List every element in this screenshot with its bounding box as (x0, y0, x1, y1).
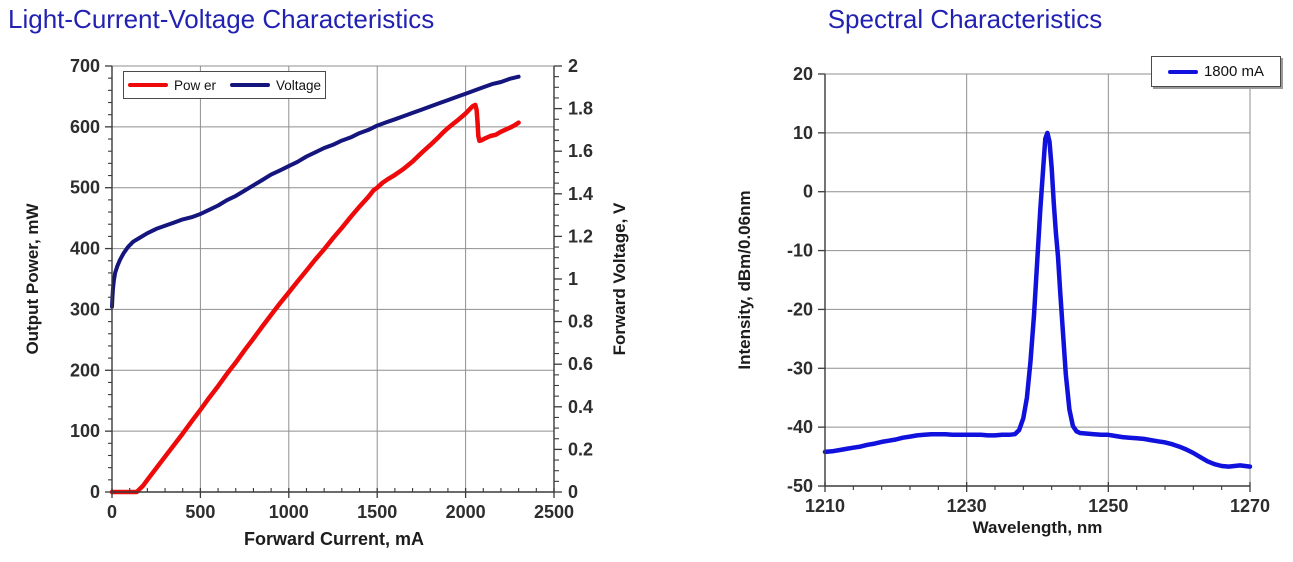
svg-text:700: 700 (70, 56, 100, 76)
spectral-legend: 1800 mA (1151, 56, 1281, 87)
spectrum-series (822, 130, 1253, 469)
svg-text:500: 500 (70, 178, 100, 198)
svg-text:-10: -10 (787, 241, 813, 261)
spectrum-axes: 1210 1230 1250 1270 -50 -40 -30 -20 -10 0 10 20 (787, 64, 1270, 516)
svg-text:300: 300 (70, 299, 100, 319)
svg-text:400: 400 (70, 239, 100, 259)
spectral-yaxis-title: Intensity, dBm/0.06nm (735, 190, 754, 370)
svg-text:0: 0 (568, 482, 578, 502)
svg-text:0: 0 (803, 182, 813, 202)
svg-text:1000: 1000 (269, 502, 309, 522)
svg-text:2: 2 (568, 56, 578, 76)
legend-label-power: Pow er (173, 77, 216, 93)
voltage-line-swatch (229, 83, 270, 87)
svg-text:1: 1 (568, 269, 578, 289)
liv-series-voltage (110, 74, 521, 309)
svg-text:20: 20 (793, 64, 813, 84)
liv-yaxis-right-title: Forward Voltage, V (610, 202, 629, 356)
legend-label-1800ma: 1800 mA (1203, 63, 1265, 80)
legend-label-voltage: Voltage (275, 77, 322, 93)
spectral-chart-title: Spectral Characteristics (827, 4, 1103, 34)
svg-text:0.2: 0.2 (568, 439, 593, 459)
liv-axes: 0 500 1000 1500 2000 250001002003004005006007… (70, 56, 593, 522)
svg-text:-30: -30 (787, 358, 813, 378)
spectrum-plot: 1210 1230 1250 1270 -50 -40 -30 -20 -10 0 10 20 (787, 64, 1270, 516)
liv-series-power (109, 102, 521, 495)
svg-text:1230: 1230 (947, 496, 987, 516)
svg-text:1270: 1270 (1230, 496, 1270, 516)
svg-text:1.6: 1.6 (568, 141, 593, 161)
liv-plot: 0 500 1000 1500 2000 250001002003004005006007… (70, 56, 593, 522)
liv-gridlines (112, 65, 554, 492)
svg-text:1.8: 1.8 (568, 99, 593, 119)
svg-text:2000: 2000 (446, 502, 486, 522)
svg-text:1500: 1500 (357, 502, 397, 522)
svg-text:1210: 1210 (805, 496, 845, 516)
svg-text:-40: -40 (787, 417, 813, 437)
svg-text:-50: -50 (787, 476, 813, 496)
spectral-xaxis-title: Wavelength, nm (972, 518, 1103, 537)
svg-text:10: 10 (793, 123, 813, 143)
svg-text:0: 0 (90, 482, 100, 502)
svg-text:0.8: 0.8 (568, 312, 593, 332)
svg-text:0: 0 (107, 502, 117, 522)
liv-legend: Pow er Voltage (123, 71, 326, 99)
liv-xaxis-title: Forward Current, mA (243, 529, 425, 549)
liv-series (109, 74, 521, 495)
legend-item-1800ma: 1800 mA (1167, 63, 1265, 80)
svg-text:500: 500 (185, 502, 215, 522)
liv-yaxis-left-title: Output Power, mW (23, 203, 42, 355)
svg-text:-20: -20 (787, 299, 813, 319)
svg-text:1.4: 1.4 (568, 184, 593, 204)
svg-text:1.2: 1.2 (568, 226, 593, 246)
legend-item-power: Pow er (127, 77, 216, 93)
spectrum-series-1800-ma (822, 130, 1253, 469)
svg-text:1250: 1250 (1088, 496, 1128, 516)
svg-text:600: 600 (70, 117, 100, 137)
liv-chart-title: Light-Current-Voltage Characteristics (8, 4, 435, 34)
legend-item-voltage: Voltage (229, 77, 322, 93)
svg-text:0.6: 0.6 (568, 354, 593, 374)
power-line-swatch (127, 83, 168, 87)
spectrum-line-swatch (1167, 69, 1198, 74)
svg-text:0.4: 0.4 (568, 397, 593, 417)
svg-text:100: 100 (70, 421, 100, 441)
svg-text:200: 200 (70, 360, 100, 380)
svg-text:2500: 2500 (534, 502, 574, 522)
